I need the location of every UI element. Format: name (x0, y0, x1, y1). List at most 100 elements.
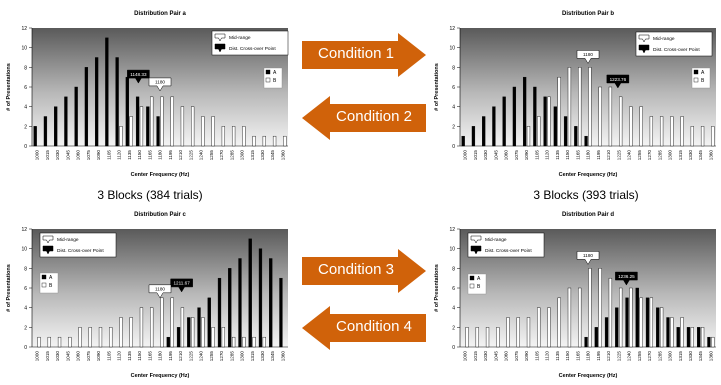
crossover-marker: 1223.76 (606, 74, 630, 89)
bar-b-1300 (242, 126, 246, 147)
bar-b-1270 (649, 116, 654, 147)
bar-b-1150 (567, 67, 572, 147)
bar-b-1135 (557, 297, 561, 348)
midrange-swatch (42, 235, 54, 244)
bar-b-1135 (129, 317, 133, 348)
bar-a-1195 (166, 336, 170, 348)
bar-a-1210 (604, 317, 609, 348)
legend-ab: AB (691, 67, 711, 89)
bar-a-1075 (512, 86, 517, 147)
x-tick-label: 1360 (708, 351, 713, 362)
legend-midrange-label: Mid-range (57, 237, 79, 243)
x-tick-label: 1030 (483, 351, 488, 362)
y-axis-label: # of Presentations (6, 264, 12, 312)
condition-3-label: Condition 3 (318, 261, 394, 278)
bar-b-1180 (160, 96, 164, 147)
legend-swatch-b (41, 282, 47, 288)
bar-a-1180 (584, 135, 588, 147)
x-tick-label: 1345 (698, 150, 703, 161)
bar-b-1360 (711, 126, 715, 147)
chart-pair-c: Distribution Pair c 0 2 4 6 8 10 12 # of Present… (6, 212, 288, 379)
y-tick-label: 10 (21, 247, 27, 253)
bar-b-1165 (150, 307, 154, 348)
x-axis-label: Center Frequency (Hz) (131, 373, 190, 379)
legend-label-a: A (701, 70, 705, 76)
x-tick-label: 1075 (86, 150, 91, 161)
bar-b-1300 (670, 116, 674, 147)
legend-swatch-a (41, 274, 47, 280)
bar-b-1285 (231, 126, 236, 147)
x-tick-label: 1045 (493, 150, 498, 161)
bar-b-1255 (211, 327, 215, 348)
x-tick-label: 1060 (504, 150, 509, 161)
bar-a-1285 (228, 268, 232, 348)
x-tick-label: 1270 (647, 351, 652, 362)
x-tick-label: 1135 (555, 150, 560, 160)
x-tick-label: 1165 (147, 351, 152, 361)
bar-b-1345 (700, 327, 705, 348)
x-tick-label: 1240 (199, 150, 204, 161)
x-tick-label: 1360 (280, 351, 285, 362)
bar-a-1285 (656, 307, 660, 348)
x-tick-label: 1150 (137, 351, 142, 361)
legend-label-b: B (49, 283, 53, 289)
y-tick-label: 12 (449, 227, 455, 233)
bar-b-1105 (537, 307, 541, 348)
bar-b-1315 (252, 336, 256, 348)
chart-panel-pair-b: Distribution Pair b 0 2 4 6 8 10 12 # of Present… (430, 4, 720, 179)
bar-b-1060 (506, 317, 510, 348)
x-tick-label: 1270 (219, 150, 224, 161)
bar-b-1090 (98, 327, 103, 348)
y-tick-label: 12 (21, 227, 27, 233)
x-tick-label: 1030 (55, 150, 60, 161)
legend-crossover-label: Dist. Cross-over Point (653, 47, 700, 53)
chart-pair-a: Distribution Pair a 0 2 4 6 8 10 12 # of Present… (6, 11, 289, 178)
bar-a-1030 (54, 106, 58, 147)
x-tick-label: 1180 (586, 351, 591, 361)
legend-midrange-label: Mid-range (653, 36, 675, 42)
bar-b-1105 (109, 327, 113, 348)
bar-a-1225 (615, 307, 619, 348)
bar-a-1210 (176, 327, 181, 348)
x-tick-label: 1090 (524, 150, 529, 161)
bar-b-1270 (649, 297, 654, 348)
bar-a-1345 (697, 327, 701, 348)
x-tick-label: 1015 (45, 351, 50, 362)
bar-b-1075 (88, 327, 92, 348)
bar-a-1060 (74, 86, 78, 147)
legend-midrange-label: Mid-range (229, 35, 251, 41)
bar-b-1240 (629, 106, 633, 147)
x-tick-label: 1075 (86, 351, 91, 362)
x-tick-label: 1330 (260, 150, 265, 161)
crossover-marker: 1236.25 (615, 271, 638, 286)
bar-a-1120 (115, 57, 119, 147)
condition-4-arrow: Condition 4 (302, 306, 426, 350)
x-tick-label: 1015 (473, 351, 478, 362)
y-tick-label: 4 (452, 105, 455, 111)
bar-a-1225 (187, 317, 191, 348)
midrange-marker-label: 1180 (583, 253, 593, 258)
midrange-marker: 1180 (148, 284, 172, 299)
x-tick-label: 1135 (555, 351, 560, 361)
chart-panel-pair-c: Distribution Pair c 0 2 4 6 8 10 12 # of Present… (2, 205, 292, 380)
bar-b-1330 (262, 135, 266, 147)
bar-b-1255 (639, 297, 643, 348)
bar-b-1120 (547, 307, 551, 348)
bar-a-1045 (492, 106, 496, 147)
bar-b-1225 (191, 317, 195, 348)
x-tick-label: 1120 (117, 351, 122, 361)
x-tick-label: 1165 (575, 150, 580, 160)
x-tick-label: 1120 (545, 351, 550, 361)
bar-b-1195 (598, 86, 602, 147)
condition-3-arrow: Condition 3 (302, 249, 426, 293)
y-tick-label: 6 (452, 85, 455, 91)
legend-ab: AB (467, 273, 487, 295)
bar-a-1330 (686, 327, 691, 348)
legend-crossover-label: Dist. Cross-over Point (229, 46, 276, 52)
x-tick-label: 1105 (534, 351, 539, 361)
chart-panel-pair-d: Distribution Pair d 0 2 4 6 8 10 12 # of Present… (430, 205, 720, 380)
x-tick-label: 1000 (463, 351, 468, 362)
x-tick-label: 1180 (586, 150, 591, 160)
crossover-marker-shape (170, 278, 193, 293)
bar-a-1105 (105, 37, 109, 147)
